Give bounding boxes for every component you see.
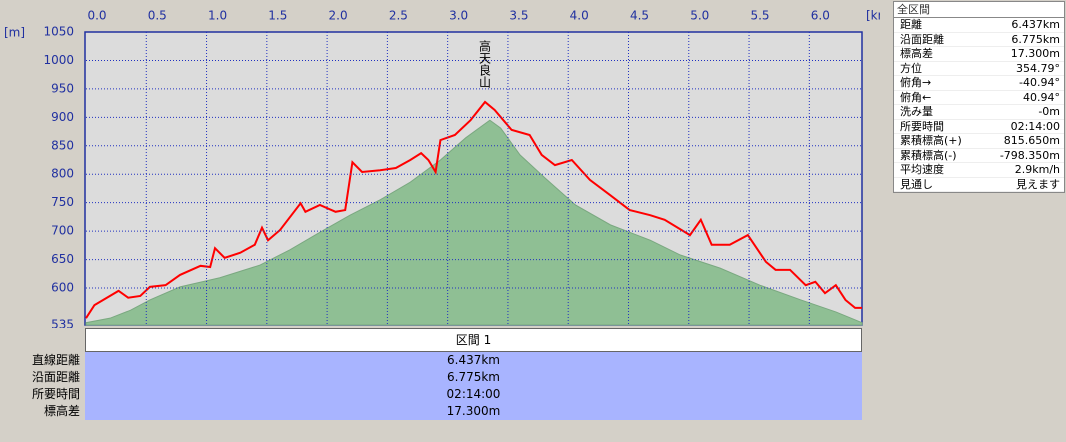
info-value: 815.650m [1003,134,1060,147]
info-row: 方位 354.79° [894,61,1064,76]
info-value: 17.300m [1010,47,1060,60]
info-row: 累積標高(-) -798.350m [894,148,1064,163]
route-line [85,100,862,319]
y-tick-label: 600 [51,281,74,295]
x-unit: [km] [866,9,880,23]
info-label: 沿面距離 [900,32,944,46]
x-tick-label: 3.5 [509,9,528,23]
info-value: 40.94° [1023,90,1060,104]
ground-area [85,119,863,326]
table-row: 沿面距離 6.775km [0,369,862,386]
table-row: 標高差 17.300m [0,403,862,420]
panel-title: 全区間 [894,2,1064,18]
info-label: 累積標高(-) [900,148,957,162]
y-tick-label: 700 [51,224,74,238]
row-label: 所要時間 [31,387,80,401]
x-tick-label: 4.0 [570,9,589,23]
y-tick-label: 1050 [43,25,74,39]
info-value: -0m [1038,105,1060,118]
info-value: -40.94° [1019,76,1060,89]
y-tick-label: 950 [51,81,74,95]
info-row: 標高差 17.300m [894,47,1064,62]
info-value: 354.79° [1016,61,1060,75]
x-tick-label: 3.0 [449,9,468,23]
info-label: 所要時間 [900,119,944,133]
info-label: 方位 [900,61,922,75]
info-label: 累積標高(+) [900,134,962,147]
y-tick-label: 900 [51,110,74,124]
x-tick-label: 1.5 [268,9,287,23]
y-tick-label: 750 [51,195,74,209]
x-tick-label: 5.0 [690,9,709,23]
info-row: 俯角→ -40.94° [894,76,1064,91]
info-label: 見通し [900,177,933,191]
info-row: 距離 6.437km [894,18,1064,33]
y-tick-label: 535 [51,318,74,329]
table-row: 直線距離 6.437km [0,352,862,369]
profile-chart: [m] [km] 0.0 0.5 1.0 1.5 2.0 2.5 3.0 3.5 4.0 4.5 5… [4,9,880,329]
info-panel: 全区間 距離 6.437km 沿面距離 6.775km 標高差 17.300m 方位 354.… [893,1,1065,193]
x-tick-label: 6.0 [811,9,830,23]
x-tick-label: 0.0 [87,9,106,23]
info-value: 6.437km [1011,18,1060,31]
y-tick-label: 850 [51,138,74,152]
info-value: 02:14:00 [1010,119,1060,133]
info-row: 沿面距離 6.775km [894,32,1064,47]
y-tick-label: 1000 [43,53,74,67]
info-value: 6.775km [1011,32,1060,46]
info-row: 俯角← 40.94° [894,90,1064,105]
table-header: 区間 1 [85,328,862,352]
row-label: 直線距離 [31,353,80,367]
info-label: 標高差 [900,47,933,60]
row-label: 標高差 [43,404,80,418]
info-row: 見通し 見えます [894,177,1064,192]
y-tick-label: 800 [51,167,74,181]
x-tick-label: 2.5 [389,9,408,23]
info-value: 見えます [1016,177,1060,191]
row-value: 6.437km [85,352,862,369]
info-value: 2.9km/h [1014,163,1060,176]
row-value: 02:14:00 [85,386,862,403]
info-label: 洗み量 [900,105,933,118]
info-row: 平均速度 2.9km/h [894,163,1064,178]
section-table: 区間 1 直線距離 6.437km 沿面距離 6.775km 所要時間 02:14:00 標… [0,328,862,420]
row-value: 6.775km [85,369,862,386]
y-tick-label: 650 [51,252,74,266]
info-value: -798.350m [999,148,1060,162]
info-row: 累積標高(+) 815.650m [894,134,1064,149]
x-tick-label: 2.0 [329,9,348,23]
x-tick-label: 5.5 [750,9,769,23]
table-row: 所要時間 02:14:00 [0,386,862,403]
info-label: 俯角→ [900,76,932,89]
peak-label: 高天良山 [478,39,492,88]
x-tick-label: 0.5 [148,9,167,23]
row-value: 17.300m [85,403,862,420]
info-label: 距離 [900,18,922,31]
y-unit: [m] [4,26,25,40]
info-label: 平均速度 [900,163,944,176]
x-tick-label: 4.5 [630,9,649,23]
info-label: 俯角← [900,90,932,104]
info-row: 所要時間 02:14:00 [894,119,1064,134]
info-row: 洗み量 -0m [894,105,1064,120]
x-tick-label: 1.0 [208,9,227,23]
row-label: 沿面距離 [31,370,80,384]
